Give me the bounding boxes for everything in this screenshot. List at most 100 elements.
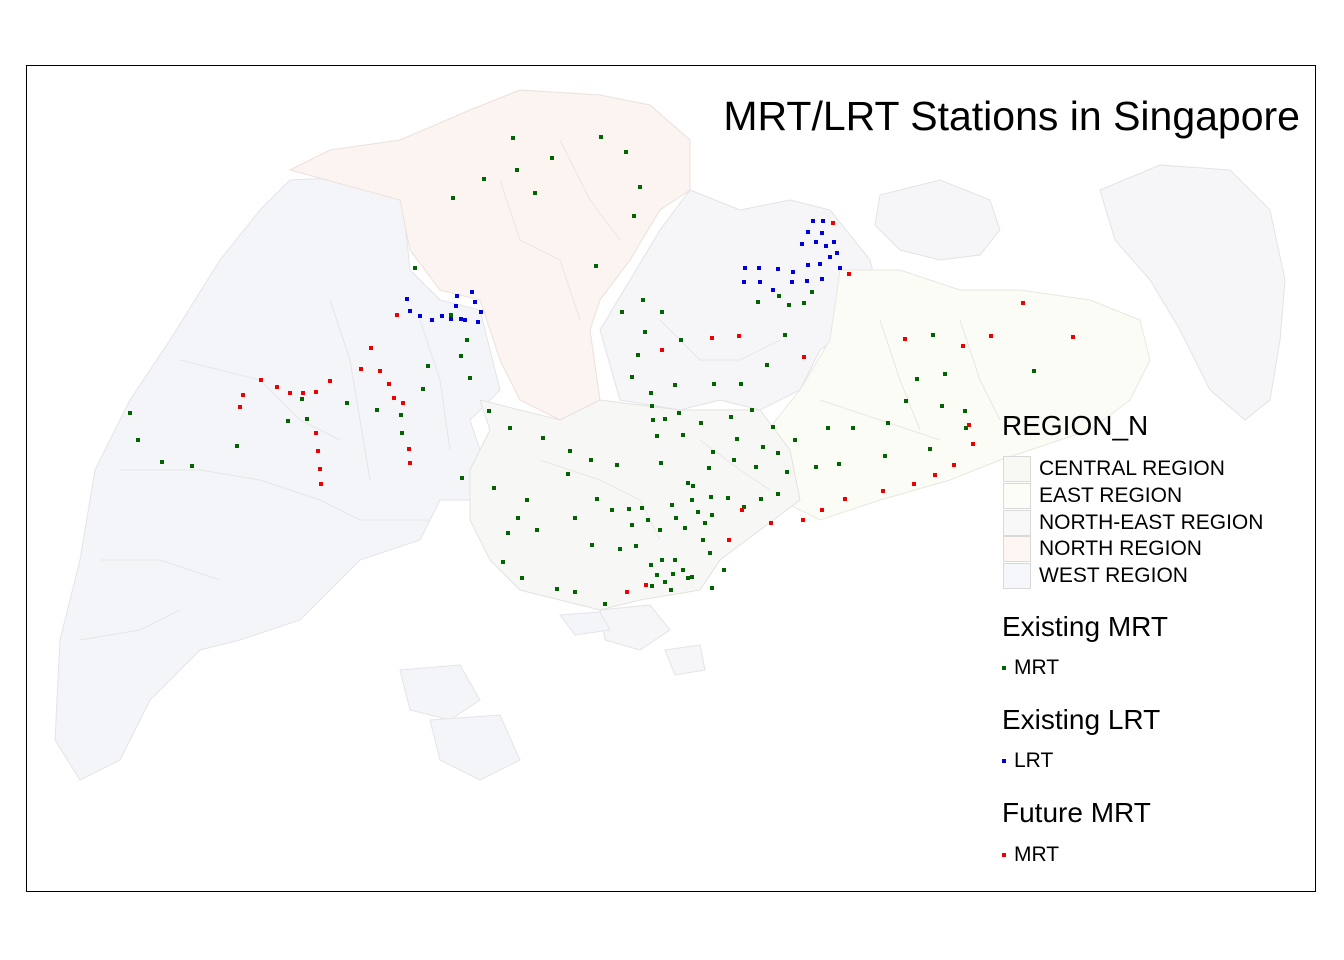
existing-lrt-station: [440, 314, 444, 318]
future-mrt-station: [820, 508, 824, 512]
existing-mrt-station: [696, 510, 700, 514]
existing-mrt-station: [785, 470, 789, 474]
region-legend-title: REGION_N: [1002, 410, 1149, 441]
existing-mrt-station: [413, 266, 417, 270]
existing-lrt-station: [811, 219, 815, 223]
future-mrt-station: [275, 385, 279, 389]
existing-mrt-station: [663, 580, 667, 584]
existing-mrt-station: [630, 523, 634, 527]
existing-mrt-station: [525, 498, 529, 502]
existing-mrt-station: [520, 576, 524, 580]
legend-label-west: WEST REGION: [1039, 564, 1188, 587]
existing-mrt-station: [674, 516, 678, 520]
existing-mrt-station: [555, 587, 559, 591]
future-mrt-station: [847, 272, 851, 276]
existing-mrt-station: [709, 495, 713, 499]
existing-lrt-station: [790, 280, 794, 284]
existing-mrt-station: [533, 191, 537, 195]
small-island-polygon: [664, 644, 706, 676]
existing-mrt-station: [701, 538, 705, 542]
existing-lrt-station: [814, 240, 818, 244]
existing-mrt-station: [754, 465, 758, 469]
existing-mrt-station: [487, 409, 491, 413]
future-mrt-station: [644, 583, 648, 587]
existing-mrt-station: [421, 387, 425, 391]
existing-mrt-station: [670, 503, 674, 507]
west-region-polygon: [54, 174, 501, 781]
existing-mrt-station: [492, 486, 496, 490]
existing-lrt-station: [476, 320, 480, 324]
existing-mrt-station: [550, 156, 554, 160]
existing-lrt-station: [408, 309, 412, 313]
future-mrt-station: [288, 391, 292, 395]
existing-mrt-station: [655, 573, 659, 577]
map-frame: [26, 65, 1316, 892]
existing-mrt-station: [515, 168, 519, 172]
existing-mrt-station: [776, 492, 780, 496]
east-region-swatch: [1003, 483, 1031, 509]
legend-item-north: NORTH REGION: [1003, 536, 1202, 562]
existing-lrt-station: [821, 219, 825, 223]
existing-mrt-station: [643, 330, 647, 334]
existing-mrt-station: [837, 462, 841, 466]
existing-lrt-station: [418, 314, 422, 318]
central-region-swatch: [1003, 456, 1031, 482]
existing-mrt-station: [566, 472, 570, 476]
existing-mrt-station: [735, 437, 739, 441]
future-mrt-station: [301, 391, 305, 395]
existing-lrt-station: [791, 270, 795, 274]
existing-mrt-station: [573, 590, 577, 594]
future-mrt-station: [318, 467, 322, 471]
existing-mrt-station: [759, 497, 763, 501]
existing-lrt-station: [757, 266, 761, 270]
sentosa-polygon: [559, 611, 611, 636]
existing-lrt-station: [473, 300, 477, 304]
north-east-region-swatch: [1003, 510, 1031, 536]
future-mrt-station: [1021, 301, 1025, 305]
future-mrt-station: [259, 378, 263, 382]
existing-lrt-station: [449, 317, 453, 321]
existing-mrt-station: [686, 481, 690, 485]
existing-mrt-station: [690, 575, 694, 579]
existing-lrt-station: [832, 240, 836, 244]
existing-mrt-station: [651, 418, 655, 422]
existing-mrt-station: [286, 419, 290, 423]
existing-mrt-station: [777, 294, 781, 298]
existing-mrt-station: [963, 409, 967, 413]
existing-mrt-station: [610, 508, 614, 512]
future-mrt-station: [989, 334, 993, 338]
future-mrt-station: [727, 538, 731, 542]
legend-label-existing-lrt: LRT: [1014, 749, 1054, 772]
future-mrt-station: [801, 518, 805, 522]
future-mrt-station: [740, 508, 744, 512]
future-mrt-station: [710, 336, 714, 340]
existing-mrt-station: [660, 310, 664, 314]
existing-lrt-station: [776, 267, 780, 271]
future-mrt-station: [314, 390, 318, 394]
existing-mrt-station: [683, 526, 687, 530]
existing-mrt-station: [399, 413, 403, 417]
future-mrt-station: [737, 334, 741, 338]
existing-mrt-station: [594, 264, 598, 268]
existing-mrt-station: [460, 476, 464, 480]
legend-label-existing-mrt: MRT: [1014, 656, 1060, 679]
existing-mrt-station: [761, 445, 765, 449]
existing-mrt-station: [136, 438, 140, 442]
existing-mrt-station: [699, 421, 703, 425]
existing-lrt-station: [463, 318, 467, 322]
existing-mrt-station: [655, 434, 659, 438]
existing-mrt-station: [708, 551, 712, 555]
existing-mrt-station: [482, 177, 486, 181]
future-mrt-station: [316, 449, 320, 453]
existing-mrt-station: [305, 417, 309, 421]
existing-mrt-station: [710, 513, 714, 517]
existing-lrt-station: [835, 251, 839, 255]
existing-mrt-station: [659, 461, 663, 465]
existing-mrt-station: [590, 543, 594, 547]
existing-mrt-station: [541, 436, 545, 440]
legend-item-existing-lrt: LRT: [1002, 749, 1054, 772]
future-mrt-station: [401, 401, 405, 405]
existing-mrt-station: [732, 458, 736, 462]
existing-lrt-station: [430, 318, 434, 322]
future-mrt-station: [407, 447, 411, 451]
